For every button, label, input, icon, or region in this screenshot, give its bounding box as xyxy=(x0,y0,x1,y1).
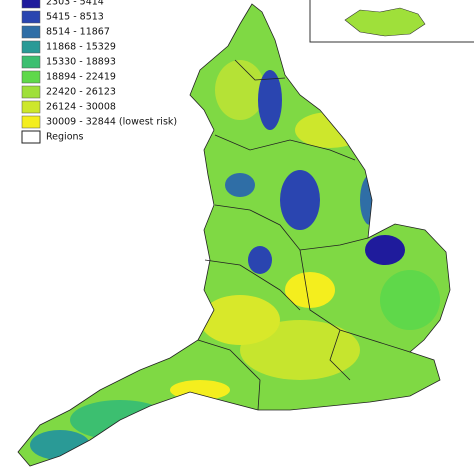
legend-label: 5415 - 8513 xyxy=(46,12,104,23)
legend-swatch xyxy=(21,40,41,54)
legend-label: 22420 - 26123 xyxy=(46,87,116,98)
legend-swatch xyxy=(21,10,41,24)
legend-label: 15330 - 18893 xyxy=(46,57,116,68)
legend-swatch xyxy=(21,0,41,9)
legend-label: 8514 - 11867 xyxy=(46,27,110,38)
inset-map xyxy=(344,7,426,37)
legend-swatch xyxy=(21,55,41,69)
legend-label: Regions xyxy=(46,132,84,143)
legend-label: 11868 - 15329 xyxy=(46,42,116,53)
legend-swatch xyxy=(21,25,41,39)
legend-label: 2303 - 5414 xyxy=(46,0,104,8)
legend-swatch xyxy=(21,100,41,114)
legend-label: 18894 - 22419 xyxy=(46,72,116,83)
legend: 2303 - 5414 5415 - 8513 8514 - 11867 11868 … xyxy=(21,0,177,144)
legend-swatch xyxy=(21,130,41,144)
legend-swatch xyxy=(21,70,41,84)
legend-label: 30009 - 32844 (lowest risk) xyxy=(46,117,177,128)
legend-label: 26124 - 30008 xyxy=(46,102,116,113)
region-boundaries xyxy=(17,3,451,467)
legend-swatch xyxy=(21,85,41,99)
legend-swatch xyxy=(21,115,41,129)
